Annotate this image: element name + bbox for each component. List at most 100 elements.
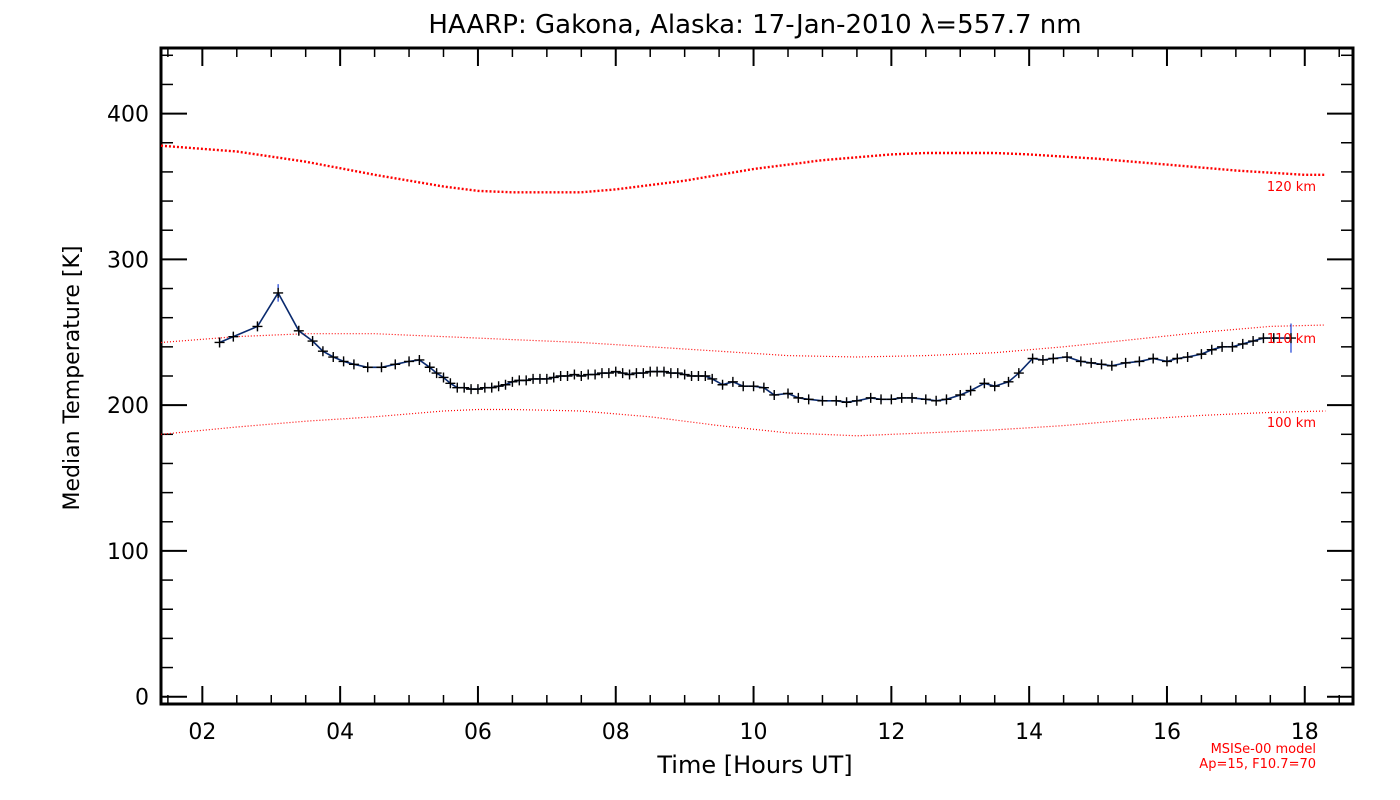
data-point	[617, 368, 628, 379]
data-point	[1013, 368, 1024, 379]
data-point	[362, 362, 373, 373]
model-curve-3	[160, 408, 1326, 437]
data-point	[793, 392, 804, 403]
model-annotation-2: Ap=15, F10.7=70	[1199, 757, 1316, 772]
data-point	[431, 368, 442, 379]
data-point	[979, 378, 990, 389]
data-point	[748, 381, 759, 392]
data-point	[404, 356, 415, 367]
data-point	[590, 369, 601, 380]
y-tick-label: 400	[107, 103, 149, 128]
data-series	[214, 284, 1296, 408]
data-point	[931, 395, 942, 406]
data-point	[841, 397, 852, 408]
data-point	[831, 395, 842, 406]
data-point	[803, 394, 814, 405]
data-point	[548, 372, 559, 383]
data-point	[1148, 353, 1159, 364]
data-point	[507, 376, 518, 387]
data-point	[1285, 333, 1296, 344]
data-point	[328, 352, 339, 363]
data-point	[317, 346, 328, 357]
data-point	[707, 373, 718, 384]
data-point	[252, 321, 263, 332]
data-point	[438, 372, 449, 383]
x-tick-label: 18	[1291, 720, 1319, 745]
x-tick-label: 02	[188, 720, 216, 745]
data-point	[638, 368, 649, 379]
data-point	[965, 385, 976, 396]
data-point	[603, 368, 614, 379]
data-point	[1248, 336, 1259, 347]
x-tick-label: 08	[602, 720, 630, 745]
data-point	[610, 366, 621, 377]
data-point	[865, 392, 876, 403]
y-tick-label: 100	[107, 540, 149, 565]
model-curve-1	[160, 144, 1326, 194]
data-point	[1206, 344, 1217, 355]
data-point	[769, 389, 780, 400]
data-point	[521, 375, 532, 386]
data-point	[414, 354, 425, 365]
data-point	[738, 381, 749, 392]
data-point	[1217, 341, 1228, 352]
data-point	[896, 392, 907, 403]
data-point	[851, 395, 862, 406]
data-point	[576, 371, 587, 381]
data-point	[562, 371, 573, 381]
data-point	[541, 373, 552, 384]
data-point	[1172, 353, 1183, 364]
data-point	[955, 389, 966, 400]
data-point	[886, 394, 897, 405]
data-point	[679, 369, 690, 380]
data-point	[1037, 354, 1048, 365]
data-point	[390, 359, 401, 370]
x-tick-label: 16	[1153, 720, 1181, 745]
data-point	[472, 384, 483, 395]
model-curves	[160, 144, 1326, 437]
data-point	[459, 382, 470, 393]
data-point	[1075, 356, 1086, 367]
data-point	[273, 287, 284, 298]
data-point	[1161, 356, 1172, 367]
data-point	[1086, 357, 1097, 368]
data-point	[1096, 359, 1107, 370]
data-point	[783, 388, 794, 399]
data-point	[486, 382, 497, 393]
x-tick-label: 04	[326, 720, 354, 745]
data-point	[758, 382, 769, 393]
data-point	[672, 368, 683, 379]
data-point	[1258, 333, 1269, 344]
data-point	[1182, 352, 1193, 363]
data-point	[1227, 341, 1238, 352]
data-point	[1106, 360, 1117, 371]
curve-label: 110 km	[1267, 332, 1316, 347]
data-point	[907, 392, 918, 403]
y-axis-label: Median Temperature [K]	[60, 246, 85, 511]
data-point	[214, 337, 225, 348]
y-tick-label: 0	[135, 686, 149, 711]
x-tick-label: 14	[1015, 720, 1043, 745]
data-point	[876, 394, 887, 405]
data-point	[1003, 376, 1014, 387]
data-point	[348, 359, 359, 370]
data-point	[658, 366, 669, 377]
data-point	[920, 394, 931, 405]
data-point	[1134, 356, 1145, 367]
chart-title: HAARP: Gakona, Alaska: 17-Jan-2010 λ=557…	[428, 10, 1081, 40]
data-point	[1027, 353, 1038, 364]
curve-label: 100 km	[1267, 416, 1316, 431]
data-point	[1120, 357, 1131, 368]
curve-label: 120 km	[1267, 180, 1316, 195]
x-axis-label: Time [Hours UT]	[656, 751, 852, 779]
data-point	[1062, 352, 1073, 363]
data-point	[717, 379, 728, 390]
data-point	[1048, 353, 1059, 364]
data-point	[817, 395, 828, 406]
data-point	[500, 379, 511, 390]
data-point	[700, 371, 711, 381]
data-point	[1196, 349, 1207, 360]
data-point	[376, 362, 387, 373]
data-point	[338, 356, 349, 367]
